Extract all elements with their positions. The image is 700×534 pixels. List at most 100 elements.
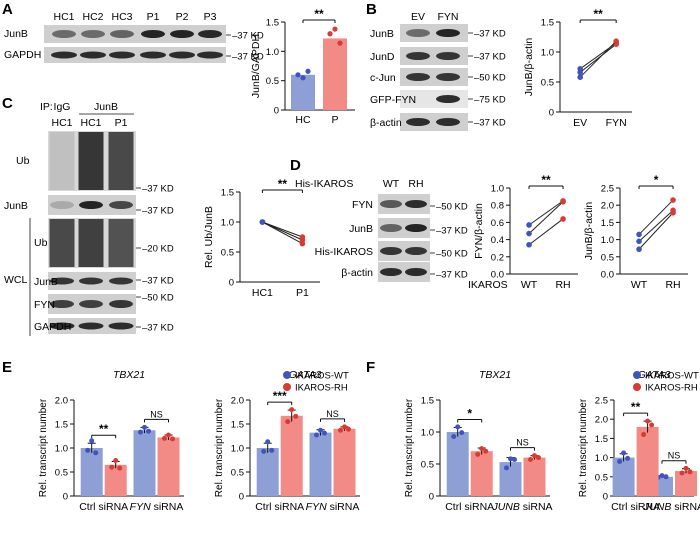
panel-label-f: F <box>366 359 375 376</box>
chart-d2-point <box>636 246 642 253</box>
chart-e1-bar <box>157 437 180 496</box>
blot-b-row-band <box>436 29 460 37</box>
row-label-c-wcl: JunB <box>34 276 58 288</box>
chart-e2-point <box>346 426 351 432</box>
chart-d2-y-tick-label: 1.0 <box>601 235 614 246</box>
chart-e2-y-tick-label: 1.5 <box>231 420 244 431</box>
lane-label-a: P1 <box>147 11 160 23</box>
chart-a-y-tick-label: 1.0 <box>266 47 279 58</box>
chart-d2-y-tick-label: 2.5 <box>601 184 614 195</box>
blot-a-junb-band <box>81 30 105 38</box>
chart-f2-point <box>641 432 647 438</box>
chart-b-sig-label: ** <box>593 7 603 21</box>
chart-e1-y-tick-label: 0.5 <box>55 468 68 479</box>
blot-d-row <box>378 262 430 282</box>
chart-f1-x-label-suffix: siRNA <box>520 501 553 513</box>
chart-f2-point <box>621 450 627 456</box>
chart-f1-x-label-gene: JUNB <box>491 501 519 513</box>
chart-e1-point <box>93 450 99 456</box>
blot-c-wcl-gapdh-band <box>108 322 134 330</box>
chart-f1-point <box>536 455 541 461</box>
chart-c-x-label: HC1 <box>252 287 273 299</box>
blot-a-gapdh-band <box>109 51 135 59</box>
chart-f1-point <box>508 456 513 462</box>
chart-d1-y-tick-label: 0.4 <box>491 235 504 246</box>
chart-c-y-tick-label: 1.5 <box>221 188 234 199</box>
marker-d: –37 KD <box>436 270 468 281</box>
chart-e2-point <box>265 439 271 445</box>
lane-label-a: P3 <box>204 11 217 23</box>
marker-c: –37 KD <box>142 206 174 217</box>
row-label-d: β-actin <box>341 267 373 279</box>
chart-d1-pair-line <box>528 218 564 246</box>
row-label-c-wcl: FYN <box>34 299 55 311</box>
chart-b-point <box>577 69 583 76</box>
chart-f2-title: GATA3 <box>638 369 671 381</box>
chart-c-x-label: P1 <box>296 287 309 299</box>
chart-a-x-label: P <box>331 114 338 126</box>
marker-b: –75 KD <box>474 95 506 106</box>
row-label-b: GFP-FYN <box>370 94 416 106</box>
blot-labels: HC1 HC2 HC3 P1 P2 P3 JunB GAPDH –37 KD –37 KD EV FY… <box>4 11 506 336</box>
chart-d1-x-label: RH <box>555 279 570 291</box>
ip-label: IP: <box>40 101 53 113</box>
chart-e1-y-tick-label: 2.0 <box>55 396 68 407</box>
chart-c-y-tick-label: 0 <box>229 278 234 289</box>
chart-e1-y-tick-label: 1.5 <box>55 420 68 431</box>
blot-a-gapdh-band <box>51 51 77 59</box>
chart-f2-y-tick-label: 2.0 <box>595 415 608 426</box>
lane-label-c: P1 <box>115 117 128 129</box>
chart-b-y-tick-label: 0.5 <box>541 78 554 89</box>
chart-a-point <box>295 72 301 78</box>
blot-d-row <box>378 194 430 214</box>
blot-d-row-band <box>405 200 427 208</box>
blot-b-row-band <box>406 118 430 126</box>
blot-b-row-band <box>436 118 460 126</box>
chart-e1-point <box>89 438 95 444</box>
chart-f2-x-label: JUNB siRNA <box>643 501 700 513</box>
chart-e2-point <box>293 413 299 419</box>
blot-c-wcl-junb-band <box>79 277 103 285</box>
chart-a-sig-label: ** <box>314 7 324 21</box>
chart-c-y-tick-label: 0.5 <box>221 248 234 259</box>
blot-c-wcl-gapdh-band <box>78 322 104 330</box>
chart-e1-sig-label: NS <box>150 409 163 419</box>
blot-c-junb-band <box>109 201 133 209</box>
blot-c-wcl-gapdh-band <box>49 322 75 330</box>
chart-d2-y-label: JunB/β-actin <box>583 202 595 261</box>
chart-d2-x-label: WT <box>631 279 648 291</box>
blot-c-ub-smear <box>108 132 134 190</box>
blot-a-junb-band <box>198 30 222 38</box>
chart-d2-y-tick-label: 0.0 <box>601 270 614 281</box>
blot-b-row-band <box>406 52 430 60</box>
chart-f2-point <box>659 473 665 479</box>
blot-c-wcl-ub-smear <box>49 219 75 267</box>
chart-e1-x-label: Ctrl siRNA <box>79 501 128 513</box>
ip-igg-label: IgG <box>54 101 71 113</box>
chart-d1-point <box>526 230 532 237</box>
chart-d1-y-label: FYN/β-actin <box>473 203 485 259</box>
blot-c-wcl-fyn-band <box>79 300 103 308</box>
chart-c-sig-label: ** <box>278 177 288 191</box>
chart-e2-x-label: FYN siRNA <box>306 501 360 513</box>
chart-a-y-label: JunB/GAPDH <box>250 34 262 98</box>
chart-f1-point <box>459 430 465 436</box>
chart-b-y-label: JunB/β-actin <box>523 38 535 97</box>
row-label-b: β-actin <box>370 117 402 129</box>
marker-a: –37 KD <box>232 31 264 42</box>
chart-f2-y-tick-label: 0 <box>603 492 608 503</box>
ip-junb-label: JunB <box>94 101 118 113</box>
chart-f2-sig-label: NS <box>668 451 681 461</box>
chart-f2-bar <box>612 457 635 496</box>
chart-d1-pair-line <box>528 200 564 226</box>
chart-d1-y-tick-label: 0.8 <box>491 201 504 212</box>
chart-e2-x-label-suffix: siRNA <box>327 501 360 513</box>
chart-f1-y-tick-label: 0.5 <box>421 460 434 471</box>
blot-b-row <box>400 47 468 65</box>
chart-e1-point <box>109 464 115 470</box>
blot-d-row-band <box>380 247 402 255</box>
blot-c-wcl-fyn-band <box>109 300 133 308</box>
marker-b: –37 KD <box>474 118 506 129</box>
chart-d2-point <box>636 238 642 245</box>
